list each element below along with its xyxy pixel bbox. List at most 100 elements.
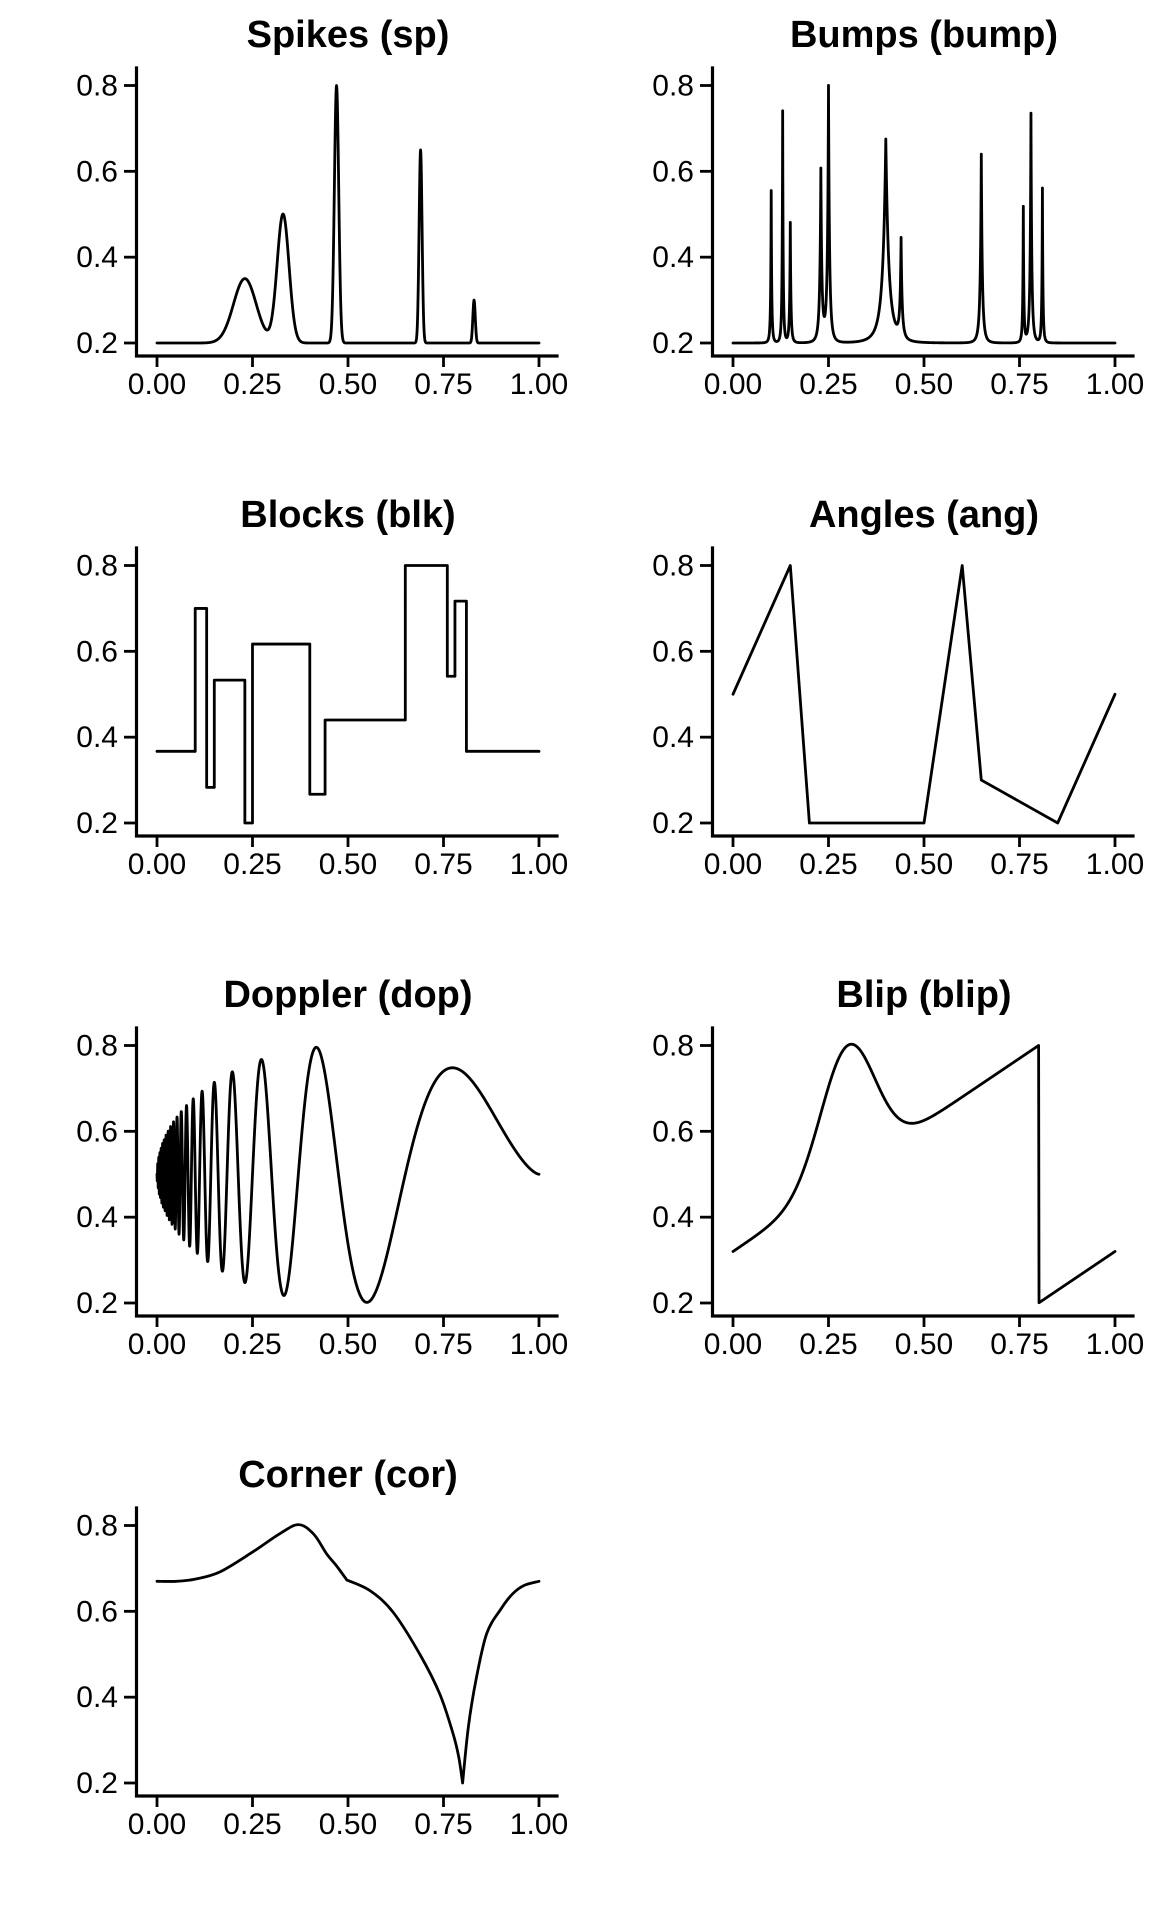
signal-curve-blk	[155, 564, 541, 825]
panel-bumps: Bumps (bump) 0.2 0.4 0.6 0.8 0.00 0.25 0.50 0.7…	[576, 0, 1152, 480]
y-tick-label: 0.8	[652, 1030, 694, 1063]
signal-curve-sp	[155, 84, 541, 345]
axis-lines	[710, 1026, 1135, 1318]
x-tick-label: 0.25	[799, 1328, 857, 1361]
y-tick-label: 0.4	[76, 1201, 118, 1234]
panel-spikes: Spikes (sp) 0.2 0.4 0.6 0.8 0.00 0.25 0.50 0.75…	[0, 0, 576, 480]
y-tick-label: 0.6	[652, 1115, 694, 1148]
x-tick-label: 0.25	[223, 1328, 281, 1361]
panel-corner: Corner (cor) 0.2 0.4 0.6 0.8 0.00 0.25 0.50 0.7…	[0, 1440, 576, 1920]
plot-title: Bumps (bump)	[790, 14, 1058, 56]
x-tick-label: 1.00	[510, 848, 568, 881]
x-tick-label: 1.00	[1086, 848, 1144, 881]
y-tick-label: 0.6	[76, 1115, 118, 1148]
spikes-plot-area: 0.2 0.4 0.6 0.8 0.00 0.25 0.50 0.75 1.00	[76, 66, 568, 401]
signal-curve-blip	[731, 1042, 1117, 1305]
signal-curve-bump	[731, 83, 1117, 345]
x-tick-label: 0.75	[414, 1328, 472, 1361]
y-tick-label: 0.2	[76, 1287, 118, 1320]
plot-title: Blocks (blk)	[240, 494, 455, 536]
panel-doppler: Doppler (dop) 0.2 0.4 0.6 0.8 0.00 0.25 0.50 0.…	[0, 960, 576, 1440]
x-tick-label: 0.00	[704, 368, 762, 401]
x-tick-label: 1.00	[510, 368, 568, 401]
x-tick-label: 0.00	[128, 368, 186, 401]
axis-lines	[134, 1026, 559, 1318]
x-tick-label: 0.75	[990, 1328, 1048, 1361]
y-tick-label: 0.8	[652, 70, 694, 103]
signal-curve-dop	[155, 1045, 541, 1304]
x-tick-label: 0.00	[128, 1808, 186, 1841]
blocks-plot-area: 0.2 0.4 0.6 0.8 0.00 0.25 0.50 0.75 1.00	[76, 546, 568, 881]
plot-title: Spikes (sp)	[247, 14, 450, 56]
x-tick-label: 1.00	[1086, 368, 1144, 401]
panel-blip: Blip (blip) 0.2 0.4 0.6 0.8 0.00 0.25 0.50 0.75…	[576, 960, 1152, 1440]
y-tick-label: 0.2	[76, 327, 118, 360]
blocks-plot: Blocks (blk) 0.2 0.4 0.6 0.8 0.00 0.25 0.50 0.7…	[76, 494, 568, 881]
corner-plot: Corner (cor) 0.2 0.4 0.6 0.8 0.00 0.25 0.50 0.7…	[76, 1454, 568, 1841]
x-tick-label: 0.50	[895, 1328, 953, 1361]
x-tick-label: 0.25	[223, 848, 281, 881]
signal-curve-ang	[731, 564, 1117, 825]
y-tick-label: 0.4	[652, 241, 694, 274]
x-tick-label: 0.25	[223, 368, 281, 401]
x-tick-label: 0.00	[704, 848, 762, 881]
y-tick-label: 0.8	[76, 550, 118, 583]
y-tick-label: 0.8	[76, 1510, 118, 1543]
x-tick-label: 1.00	[1086, 1328, 1144, 1361]
y-tick-label: 0.4	[76, 1681, 118, 1714]
x-tick-label: 0.50	[895, 368, 953, 401]
x-tick-label: 0.50	[319, 1808, 377, 1841]
x-tick-label: 0.50	[895, 848, 953, 881]
y-tick-label: 0.2	[76, 1767, 118, 1800]
x-tick-label: 0.50	[319, 368, 377, 401]
y-tick-label: 0.4	[76, 721, 118, 754]
bumps-plot: Bumps (bump) 0.2 0.4 0.6 0.8 0.00 0.25 0.50 0.7…	[652, 14, 1144, 401]
y-tick-label: 0.2	[76, 807, 118, 840]
blip-plot-area: 0.2 0.4 0.6 0.8 0.00 0.25 0.50 0.75 1.00	[652, 1026, 1144, 1361]
x-tick-label: 0.00	[704, 1328, 762, 1361]
doppler-plot: Doppler (dop) 0.20.40.60.80.00 0.25 0.50 0.…	[76, 974, 568, 1361]
x-tick-label: 0.25	[223, 1808, 281, 1841]
y-tick-label: 0.2	[652, 807, 694, 840]
x-tick-label: 0.25	[799, 848, 857, 881]
x-tick-label: 0.75	[990, 368, 1048, 401]
panel-blocks: Blocks (blk) 0.2 0.4 0.6 0.8 0.00 0.25 0.50 0.7…	[0, 480, 576, 960]
corner-plot-area: 0.2 0.4 0.6 0.8 0.00 0.25 0.50 0.75 1.00	[76, 1506, 568, 1841]
signal-curve-cor	[155, 1523, 541, 1785]
plot-title: Angles (ang)	[809, 494, 1039, 536]
x-tick-label: 0.75	[414, 848, 472, 881]
x-tick-label: 0.25	[799, 368, 857, 401]
x-tick-label: 0.50	[319, 848, 377, 881]
doppler-plot-area: 0.2 0.4 0.6 0.8 0.00 0.25 0.50 0.75 1.00	[76, 1026, 568, 1361]
y-tick-label: 0.6	[652, 155, 694, 188]
y-tick-label: 0.6	[652, 635, 694, 668]
bumps-plot-area: 0.2 0.4 0.6 0.8 0.00 0.25 0.50 0.75 1.00	[652, 66, 1144, 401]
panel-angles: Angles (ang) 0.2 0.4 0.6 0.8 0.00 0.25 0.50 0.7…	[576, 480, 1152, 960]
empty-cell	[576, 1440, 1152, 1920]
y-tick-label: 0.4	[76, 241, 118, 274]
axis-lines	[710, 546, 1135, 838]
y-tick-label: 0.4	[652, 721, 694, 754]
x-tick-label: 0.75	[414, 368, 472, 401]
x-tick-label: 0.00	[128, 1328, 186, 1361]
plot-title: Corner (cor)	[238, 1454, 458, 1496]
y-tick-label: 0.8	[652, 550, 694, 583]
x-tick-label: 0.50	[319, 1328, 377, 1361]
spikes-plot: Spikes (sp) 0.2 0.4 0.6 0.8 0.00 0.25 0.50 0.75…	[76, 14, 568, 401]
x-tick-label: 0.75	[414, 1808, 472, 1841]
y-tick-label: 0.6	[76, 155, 118, 188]
plot-title: Blip (blip)	[836, 974, 1011, 1016]
x-tick-label: 0.75	[990, 848, 1048, 881]
x-tick-label: 0.00	[128, 848, 186, 881]
y-tick-label: 0.4	[652, 1201, 694, 1234]
angles-plot: Angles (ang) 0.2 0.4 0.6 0.8 0.00 0.25 0.50 0.7…	[652, 494, 1144, 881]
y-tick-label: 0.8	[76, 1030, 118, 1063]
y-tick-label: 0.6	[76, 635, 118, 668]
axis-lines	[134, 1506, 559, 1798]
y-tick-label: 0.6	[76, 1595, 118, 1628]
blip-plot: Blip (blip) 0.2 0.4 0.6 0.8 0.00 0.25 0.50 0.75…	[652, 974, 1144, 1361]
x-tick-label: 1.00	[510, 1808, 568, 1841]
axis-lines	[134, 546, 559, 838]
axis-lines	[710, 66, 1135, 358]
